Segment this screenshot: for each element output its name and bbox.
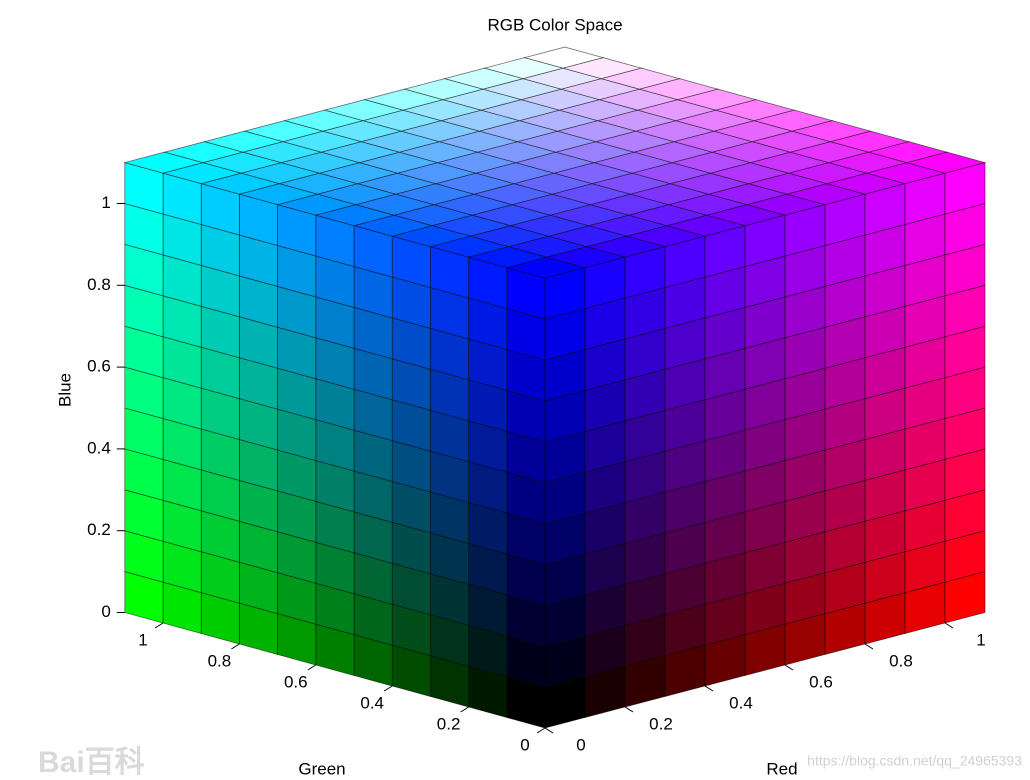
z-tick-label: 0.6 [87, 357, 111, 376]
x-tick-label: 1 [976, 630, 985, 649]
y-tick [536, 727, 546, 734]
z-axis-label: Blue [55, 373, 74, 407]
x-tick-label: 0.6 [809, 672, 833, 691]
z-tick-label: 0 [101, 602, 110, 621]
y-tick-label: 1 [138, 630, 147, 649]
z-tick-label: 0.2 [87, 520, 111, 539]
y-tick [154, 622, 164, 629]
y-tick-label: 0 [520, 735, 529, 754]
z-tick-label: 0.8 [87, 275, 111, 294]
x-tick-label: 0.4 [729, 693, 753, 712]
cube [123, 46, 987, 729]
x-tick-label: 0.2 [649, 714, 673, 733]
y-tick [460, 706, 469, 713]
watermark: https://blog.csdn.net/qq_24965393 [807, 753, 1022, 769]
color-cell [523, 46, 605, 69]
chart-title: RGB Color Space [487, 15, 622, 34]
x-tick [784, 664, 794, 671]
x-tick [704, 685, 714, 692]
y-tick-label: 0.8 [208, 651, 232, 670]
x-tick-label: 0 [576, 735, 585, 754]
x-tick-label: 0.8 [889, 651, 913, 670]
watermark: Bai百科 [38, 746, 145, 779]
x-tick [944, 622, 954, 629]
x-tick [624, 706, 634, 713]
y-axis-label: Green [298, 759, 345, 778]
z-tick-label: 1 [101, 193, 110, 212]
x-axis-label: Red [766, 759, 797, 778]
x-tick [864, 643, 874, 650]
z-tick-label: 0.4 [87, 438, 111, 457]
y-tick-label: 0.2 [437, 714, 461, 733]
y-tick-label: 0.6 [284, 672, 308, 691]
y-tick [307, 664, 317, 671]
y-tick [231, 643, 240, 650]
y-tick [383, 685, 393, 692]
x-tick [544, 727, 554, 734]
y-tick-label: 0.4 [360, 693, 384, 712]
